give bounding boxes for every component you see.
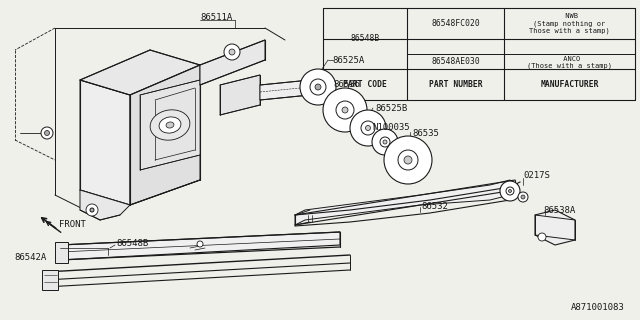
Polygon shape: [60, 232, 340, 260]
Text: NWB
(Stamp nothing or
Those with a stamp): NWB (Stamp nothing or Those with a stamp…: [529, 13, 610, 35]
Text: 86525B: 86525B: [375, 103, 407, 113]
Polygon shape: [260, 80, 310, 100]
Text: 86525A: 86525A: [332, 55, 364, 65]
Circle shape: [336, 101, 354, 119]
Text: 86548FC020: 86548FC020: [431, 19, 480, 28]
Circle shape: [342, 107, 348, 113]
Text: N100035: N100035: [372, 123, 410, 132]
Polygon shape: [130, 65, 200, 205]
Polygon shape: [80, 80, 130, 205]
Text: 86535: 86535: [412, 129, 439, 138]
Text: ANCO
(Those with a stamp): ANCO (Those with a stamp): [527, 56, 612, 69]
Text: 86532: 86532: [421, 202, 448, 211]
Text: 86548AE030: 86548AE030: [431, 57, 480, 66]
Text: 0217S: 0217S: [523, 171, 550, 180]
Polygon shape: [80, 190, 130, 220]
Circle shape: [372, 129, 398, 155]
Polygon shape: [295, 180, 515, 225]
Polygon shape: [80, 50, 200, 95]
Circle shape: [521, 195, 525, 199]
Circle shape: [41, 127, 53, 139]
Ellipse shape: [159, 117, 181, 133]
Circle shape: [310, 79, 326, 95]
Ellipse shape: [150, 110, 190, 140]
Circle shape: [224, 44, 240, 60]
Circle shape: [380, 137, 390, 147]
Circle shape: [323, 88, 367, 132]
Polygon shape: [220, 75, 260, 115]
Circle shape: [398, 150, 418, 170]
Circle shape: [361, 121, 375, 135]
Circle shape: [538, 233, 546, 241]
Text: 86536: 86536: [333, 79, 360, 89]
Circle shape: [86, 204, 98, 216]
Text: PART CODE: PART CODE: [343, 80, 387, 89]
Text: 86511A: 86511A: [200, 12, 232, 21]
Text: 86548B: 86548B: [116, 238, 148, 247]
Polygon shape: [200, 40, 265, 85]
Circle shape: [315, 84, 321, 90]
Circle shape: [506, 187, 514, 195]
Text: 86548B: 86548B: [351, 34, 380, 43]
Circle shape: [518, 192, 528, 202]
Circle shape: [500, 181, 520, 201]
Text: A871001083: A871001083: [572, 303, 625, 312]
Text: PART NUMBER: PART NUMBER: [429, 80, 483, 89]
Polygon shape: [42, 270, 58, 290]
Circle shape: [404, 156, 412, 164]
Circle shape: [365, 125, 371, 131]
Circle shape: [197, 241, 203, 247]
Ellipse shape: [166, 122, 174, 128]
Circle shape: [300, 69, 336, 105]
Circle shape: [384, 136, 432, 184]
Circle shape: [45, 131, 49, 135]
Text: MANUFACTURER: MANUFACTURER: [540, 80, 599, 89]
Text: 86538A: 86538A: [543, 205, 575, 214]
Circle shape: [350, 110, 386, 146]
Circle shape: [229, 49, 235, 55]
Text: FRONT: FRONT: [59, 220, 86, 228]
Polygon shape: [535, 210, 575, 245]
Text: 86542A: 86542A: [14, 253, 46, 262]
Circle shape: [509, 189, 511, 193]
Circle shape: [383, 140, 387, 144]
Polygon shape: [55, 242, 68, 263]
Circle shape: [90, 208, 94, 212]
Polygon shape: [140, 80, 200, 170]
